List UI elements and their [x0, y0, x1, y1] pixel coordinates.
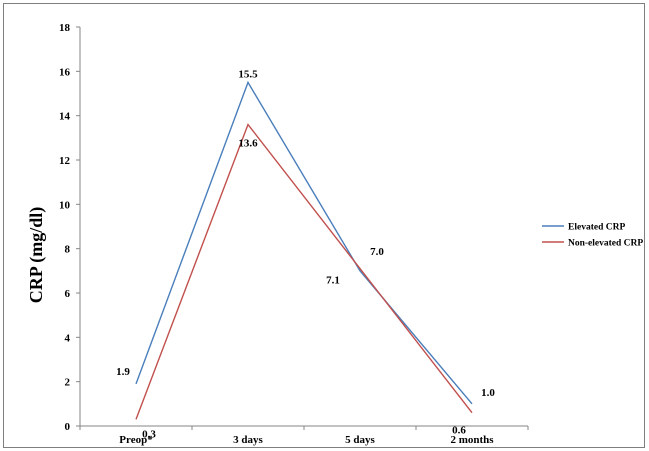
legend: Elevated CRP Non-elevated CRP: [542, 223, 643, 249]
legend-entry: Non-elevated CRP: [568, 239, 643, 249]
data-label: 0.3: [142, 428, 156, 440]
y-tick-label: 16: [59, 66, 71, 78]
data-label: 7.0: [370, 246, 384, 258]
y-tick-label: 12: [59, 155, 71, 167]
chart-frame: [3, 3, 645, 448]
series-line-1: [135, 123, 473, 420]
y-tick-label: 8: [65, 244, 71, 256]
y-tick-label: 4: [65, 332, 71, 344]
series-line-0: [135, 80, 473, 405]
data-labels: 1.9 15.5 7.0 1.0 0.3 13.6 7.1 0.6: [116, 68, 495, 440]
series-layer: [135, 80, 473, 420]
data-label: 15.5: [238, 68, 258, 80]
y-tick-label: 14: [59, 111, 71, 123]
y-tick-label: 10: [59, 199, 71, 211]
data-label: 13.6: [238, 138, 258, 150]
x-tick-label: 2 months: [450, 434, 494, 446]
x-tick-label: 3 days: [233, 434, 263, 446]
y-tick-label: 18: [59, 22, 71, 34]
y-tick-label: 6: [65, 288, 71, 300]
x-tick-label: 5 days: [345, 434, 375, 446]
y-tick-label: 0: [65, 421, 71, 433]
data-label: 1.9: [116, 366, 130, 378]
x-tick-label: Preop*: [119, 434, 153, 446]
data-label: 1.0: [481, 387, 495, 399]
data-label: 0.6: [452, 425, 466, 437]
legend-entry: Elevated CRP: [568, 223, 625, 233]
y-tick-label: 2: [65, 377, 71, 389]
axes: 0 2 4 6 8 10 12 14 16 18 Preop* 3 days 5 days 2 month…: [59, 22, 529, 446]
y-axis-label: CRP (mg/dl): [26, 207, 47, 304]
data-label: 7.1: [326, 275, 340, 287]
